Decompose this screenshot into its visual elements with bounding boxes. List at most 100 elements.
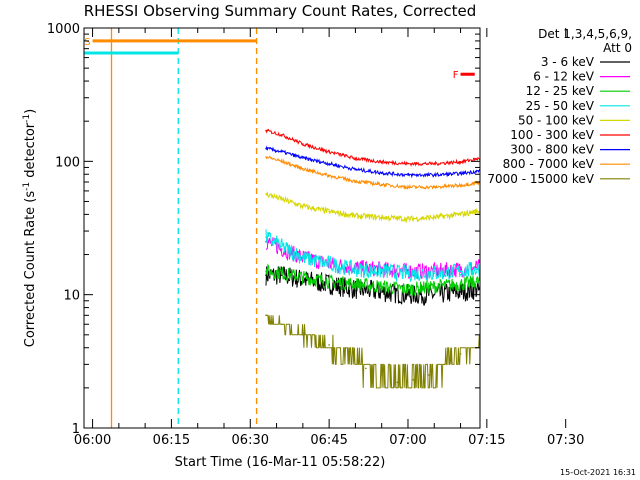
- data-point: [354, 215, 357, 217]
- x-tick-label: 06:15: [153, 433, 190, 448]
- data-point: [512, 339, 514, 341]
- y-tick-label: 1: [72, 422, 80, 437]
- data-point: [407, 272, 409, 274]
- data-point: [302, 334, 304, 336]
- data-point: [407, 218, 409, 220]
- data-point: [265, 270, 267, 272]
- data-point: [281, 272, 283, 274]
- series-6: [265, 128, 504, 167]
- data-point: [265, 129, 267, 132]
- data-point: [433, 174, 436, 176]
- legend-label: 7000 - 15000 keV: [487, 172, 594, 186]
- data-point: [459, 184, 462, 187]
- series-line: [265, 128, 480, 167]
- flag-label: N: [481, 49, 488, 60]
- data-point: [354, 268, 357, 271]
- series-3: [265, 263, 514, 298]
- data-point: [281, 150, 283, 153]
- data-point: [491, 300, 493, 302]
- series-7: [265, 145, 493, 179]
- data-point: [328, 162, 330, 165]
- x-tick-label: 06:00: [74, 433, 111, 448]
- data-point: [328, 174, 330, 177]
- data-point: [433, 293, 436, 296]
- legend-label: 3 - 6 keV: [541, 55, 595, 69]
- data-point: [491, 263, 493, 265]
- data-point: [281, 160, 283, 163]
- legend-label: 300 - 800 keV: [510, 143, 594, 157]
- series-line: [265, 229, 480, 283]
- data-point: [281, 245, 283, 248]
- data-point: [502, 209, 504, 211]
- data-point: [512, 270, 514, 272]
- data-point: [407, 162, 409, 165]
- data-point: [459, 353, 462, 355]
- y-tick-label: 10: [63, 289, 80, 304]
- data-point: [502, 279, 504, 281]
- series-9: [265, 314, 514, 389]
- data-point: [354, 157, 357, 160]
- data-point: [502, 340, 504, 342]
- data-point: [365, 367, 367, 370]
- x-tick-label: 07:00: [389, 433, 426, 448]
- data-point: [328, 344, 330, 346]
- data-point: [512, 209, 514, 211]
- series-line: [265, 145, 480, 179]
- data-point: [265, 314, 267, 317]
- data-point: [407, 174, 409, 176]
- data-point: [433, 285, 436, 288]
- series-5: [265, 192, 514, 224]
- data-point: [412, 378, 415, 381]
- data-point: [459, 268, 462, 271]
- series-line: [265, 263, 480, 298]
- data-point: [502, 267, 504, 269]
- data-point: [281, 198, 283, 200]
- data-point: [502, 154, 504, 156]
- data-point: [328, 210, 330, 213]
- chart-title: RHESSI Observing Summary Count Rates, Co…: [84, 2, 477, 20]
- data-point: [328, 263, 330, 265]
- series-4: [265, 229, 514, 283]
- legend-label: 25 - 50 keV: [526, 99, 595, 113]
- data-point: [407, 186, 409, 188]
- data-point: [354, 180, 357, 182]
- data-point: [380, 161, 383, 163]
- data-point: [428, 374, 430, 376]
- data-point: [265, 147, 267, 150]
- flag-label: F: [453, 70, 459, 81]
- data-point: [265, 236, 267, 238]
- data-point: [491, 209, 493, 211]
- x-tick-label: 07:15: [468, 433, 505, 448]
- y-tick-label: 1000: [47, 22, 80, 37]
- data-point: [475, 210, 478, 213]
- legend-header-line-2: Att 0: [603, 41, 632, 55]
- data-point: [302, 276, 304, 279]
- data-point: [281, 248, 283, 250]
- data-point: [328, 280, 330, 283]
- flag-label: N: [75, 49, 82, 60]
- data-point: [512, 283, 514, 285]
- data-point: [512, 315, 514, 317]
- data-point: [265, 156, 267, 158]
- legend-label: 6 - 12 keV: [533, 70, 595, 84]
- series-line: [265, 192, 480, 224]
- data-point: [491, 267, 493, 269]
- data-point: [328, 150, 330, 153]
- data-point: [512, 274, 514, 276]
- data-point: [491, 169, 493, 171]
- data-point: [354, 283, 357, 285]
- data-point: [344, 354, 346, 357]
- data-point: [475, 280, 478, 283]
- plot-frame: [83, 27, 481, 429]
- data-point: [302, 157, 304, 159]
- data-point: [265, 274, 267, 276]
- x-axis-label: Start Time (16-Mar-11 05:58:22): [175, 455, 386, 470]
- legend-label: 50 - 100 keV: [518, 113, 595, 127]
- x-tick-label: 07:30: [547, 433, 584, 448]
- data-point: [407, 288, 409, 290]
- data-point: [380, 183, 383, 186]
- flag-label: S: [84, 37, 90, 48]
- x-tick-label: 06:45: [310, 433, 347, 448]
- series-line: [265, 155, 480, 190]
- data-point: [380, 270, 383, 272]
